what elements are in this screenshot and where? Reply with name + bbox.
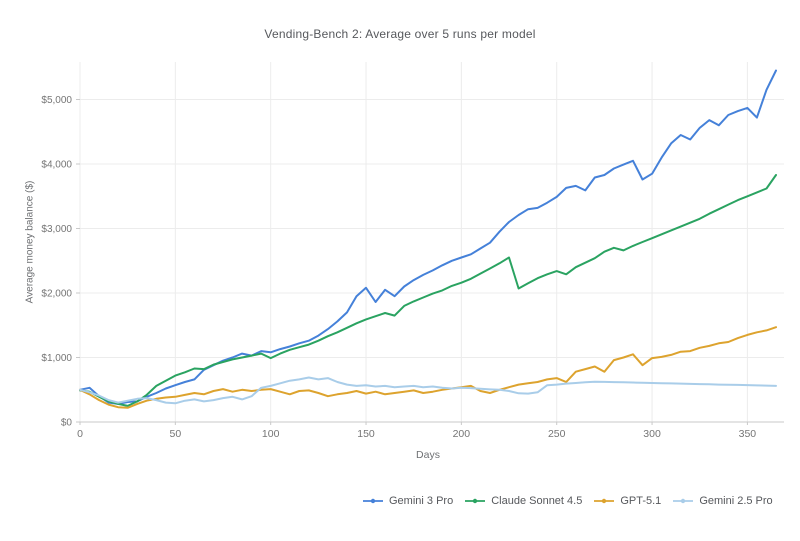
series-line-gpt-5-1 — [79, 326, 777, 409]
chart-title: Vending-Bench 2: Average over 5 runs per… — [264, 27, 536, 41]
legend-item-gemini-3-pro: Gemini 3 Pro — [363, 495, 453, 507]
y-tick-label: $0 — [61, 418, 73, 429]
legend-item-claude-sonnet-4-5: Claude Sonnet 4.5 — [465, 495, 582, 507]
y-tick-label: $3,000 — [41, 224, 72, 235]
y-tick-label: $2,000 — [41, 289, 72, 300]
series-line-gemini-3-pro — [79, 69, 777, 405]
y-tick-label: $5,000 — [41, 95, 72, 106]
series-line-gemini-2-5-pro — [79, 376, 777, 405]
x-tick-label: 150 — [357, 428, 375, 440]
legend: Gemini 3 Pro Claude Sonnet 4.5 GPT-5.1 Gemi… — [363, 495, 773, 507]
legend-item-label: GPT-5.1 — [620, 495, 662, 507]
y-tick-label: $4,000 — [41, 160, 72, 171]
legend-line-marker-icon — [673, 498, 694, 504]
x-tick-label: 200 — [453, 428, 471, 440]
legend-item-label: Gemini 3 Pro — [389, 495, 454, 507]
legend-item-label: Claude Sonnet 4.5 — [491, 495, 583, 507]
x-tick-label: 350 — [739, 428, 757, 440]
x-axis-label: Days — [416, 449, 440, 461]
x-tick-label: 0 — [77, 428, 83, 440]
legend-line-marker-icon — [594, 498, 615, 504]
legend-item-gemini-2-5-pro: Gemini 2.5 Pro — [673, 495, 773, 507]
legend-item-label: Gemini 2.5 Pro — [699, 495, 773, 507]
x-tick-label: 300 — [643, 428, 661, 440]
legend-item-gpt-5-1: GPT-5.1 — [594, 495, 661, 507]
y-tick-label: $1,000 — [41, 353, 72, 364]
x-tick-label: 50 — [169, 428, 181, 440]
series-line-claude-sonnet-4-5 — [79, 174, 777, 407]
x-tick-label: 250 — [548, 428, 566, 440]
y-axis-label: Average money balance ($) — [24, 180, 36, 304]
legend-line-marker-icon — [363, 498, 383, 504]
x-tick-label: 100 — [262, 428, 280, 440]
legend-line-marker-icon — [465, 498, 486, 504]
